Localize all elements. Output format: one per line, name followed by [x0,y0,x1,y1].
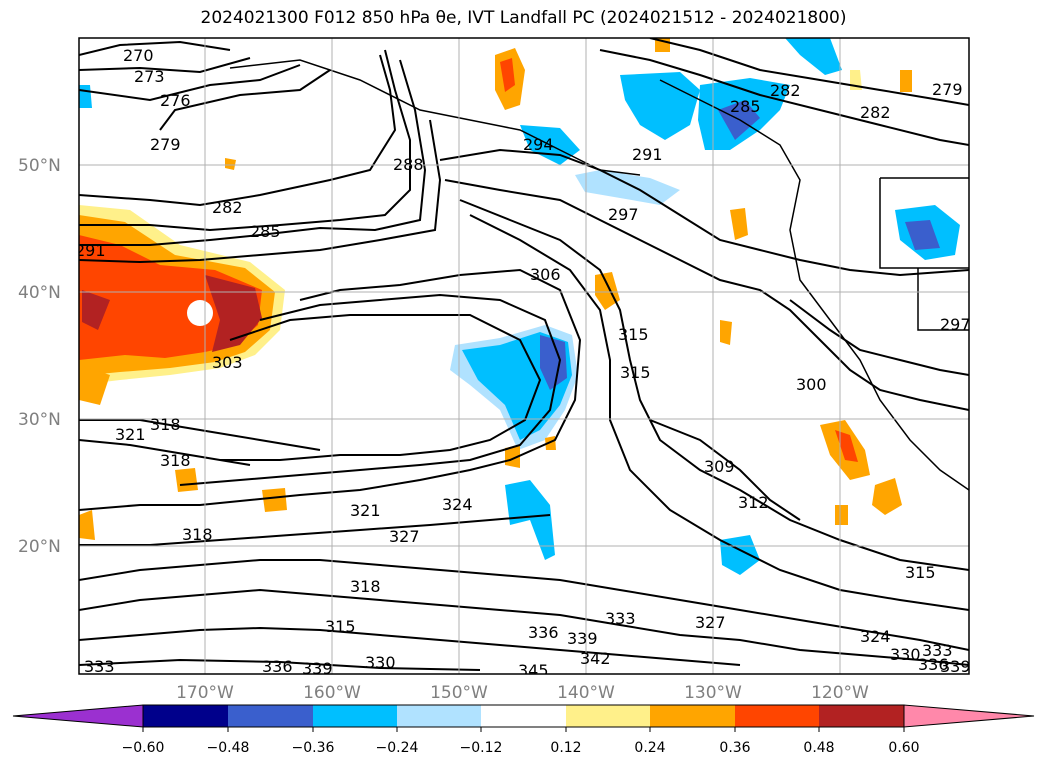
contour-label: 312 [738,493,769,512]
colorbar-bin [313,705,397,727]
colorbar-bin [819,705,904,727]
contour-label: 276 [160,91,191,110]
contour-label: 318 [182,525,213,544]
latitude-labels: 50°N 40°N 30°N 20°N [18,156,61,557]
colorbar-tick-label: −0.12 [460,740,503,756]
theta-e-contours [79,38,969,671]
lon-label: 130°W [684,683,742,703]
contour-label: 297 [940,315,971,334]
contour-label: 282 [860,103,891,122]
contour-label: 315 [325,617,356,636]
colorbar-tick-label: 0.36 [719,740,750,756]
contour-label: 318 [160,451,191,470]
contour-label: 315 [618,325,649,344]
colorbar-tick-label: 0.12 [550,740,581,756]
contour-label: 327 [695,613,726,632]
contour-label: 282 [212,198,243,217]
contour-label: 333 [922,641,953,660]
contour-label: 291 [632,145,663,164]
contour-label: 333 [84,657,115,676]
contour-label: 309 [704,457,735,476]
contour-label: 339 [302,659,333,678]
contour-label: 297 [608,205,639,224]
contour-label: 294 [523,135,554,154]
contour-label: 321 [115,425,146,444]
map-frame [78,37,970,675]
contour-label: 339 [940,657,971,676]
lat-label: 20°N [18,537,61,557]
contour-label: 318 [150,415,181,434]
lat-label: 50°N [18,156,61,176]
colorbar-tick-label: 0.48 [803,740,834,756]
contour-label: 318 [350,577,381,596]
contour-label: 327 [389,527,420,546]
contour-label: 279 [932,80,963,99]
colorbar-bin [566,705,650,727]
colorbar-under-arrow [12,704,144,728]
contour-label: 270 [123,46,154,65]
contour-label: 330 [365,653,396,672]
contour-label: 342 [580,649,611,668]
colorbar-over-arrow [903,704,1035,728]
contour-label: 324 [442,495,473,514]
contour-label: 315 [620,363,651,382]
contour-label: 315 [905,563,936,582]
colorbar-tick-label: 0.60 [888,740,919,756]
contour-label: 345 [518,661,549,680]
contour-label: 306 [530,265,561,284]
contour-label: 336 [528,623,559,642]
lat-label: 30°N [18,410,61,430]
contour-label: 339 [567,629,598,648]
coastline [229,59,969,491]
lon-label: 150°W [430,683,488,703]
colorbar-bin [397,705,481,727]
colorbar-tick-label: −0.36 [292,740,335,756]
colorbar-bin [143,705,228,727]
contour-label: 336 [918,655,949,674]
longitude-labels: 170°W 160°W 150°W 140°W 130°W 120°W [176,683,869,703]
lon-label: 120°W [811,683,869,703]
contour-label: 288 [393,155,424,174]
contour-label: 324 [860,627,891,646]
ivt-shading [79,38,960,575]
colorbar-tick-label: −0.48 [207,740,250,756]
colorbar-bin [650,705,735,727]
contour-label: 279 [150,135,181,154]
colorbar-tick-label: −0.60 [122,740,165,756]
lon-label: 160°W [303,683,361,703]
lon-label: 140°W [557,683,615,703]
colorbar-tick-label: 0.24 [634,740,665,756]
contour-label: 333 [605,609,636,628]
colorbar-tick-label: −0.24 [376,740,419,756]
colorbar-bin [735,705,819,727]
contour-label: 300 [796,375,827,394]
colorbar-bin [481,705,566,727]
contour-label: 285 [250,222,281,241]
lat-label: 40°N [18,283,61,303]
contour-label: 291 [75,241,106,260]
contour-label: 336 [262,657,293,676]
contour-label: 285 [730,97,761,116]
colorbar: −0.60 −0.48 −0.36 −0.24 −0.12 0.12 0.24 … [12,704,1035,756]
gridlines [79,38,969,674]
lon-label: 170°W [176,683,234,703]
contour-label: 303 [212,353,243,372]
map-title: 2024021300 F012 850 hPa θe, IVT Landfall… [200,8,847,28]
contour-labels: 270 273 276 279 282 285 291 288 294 291 … [75,46,971,680]
contour-label: 321 [350,501,381,520]
contour-label: 273 [134,67,165,86]
contour-label: 282 [770,81,801,100]
colorbar-bin [228,705,313,727]
contour-label: 330 [890,645,921,664]
